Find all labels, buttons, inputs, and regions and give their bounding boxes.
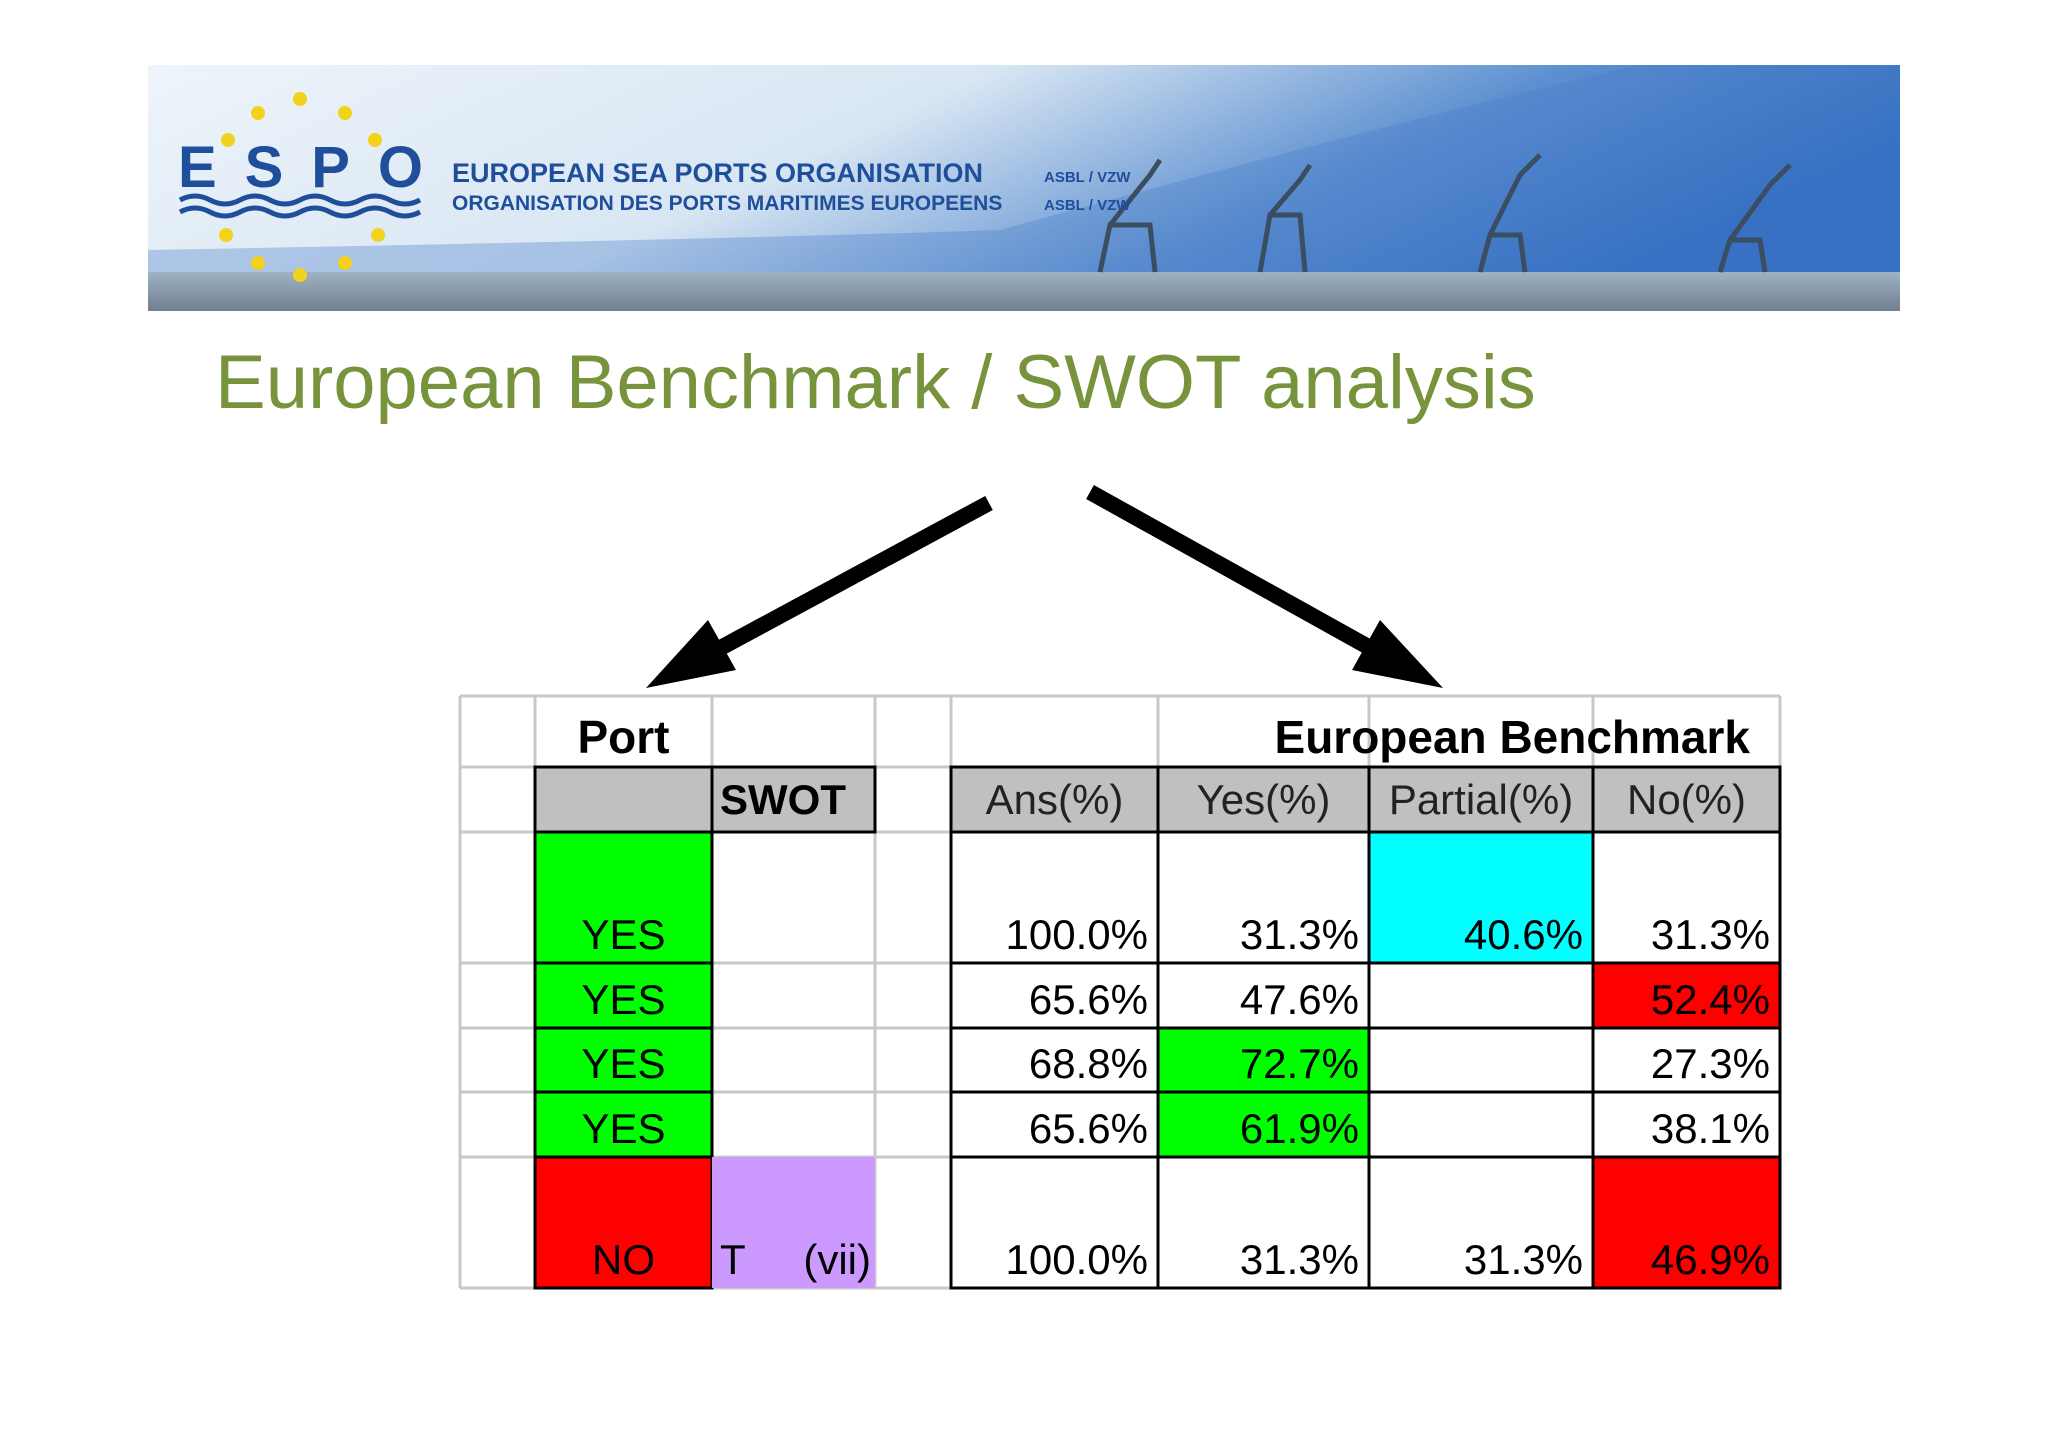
benchmark-value: 68.8% — [1029, 1040, 1148, 1087]
cell — [1591, 765, 1782, 834]
benchmark-value: 52.4% — [1651, 976, 1770, 1023]
cell — [533, 830, 714, 965]
cranes — [1097, 153, 1792, 273]
benchmark-value: 31.3% — [1240, 911, 1359, 958]
benchmark-value: 40.6% — [1464, 911, 1583, 958]
cell — [1156, 765, 1371, 834]
banner-line1: EUROPEAN SEA PORTS ORGANISATION — [452, 158, 983, 188]
cell — [1367, 1155, 1595, 1290]
arrow-left — [696, 495, 993, 667]
slide-title: European Benchmark / SWOT analysis — [215, 340, 1536, 425]
port-header: Port — [578, 711, 670, 763]
benchmark-value: 31.3% — [1651, 911, 1770, 958]
port-value: NO — [592, 1236, 655, 1283]
cell — [949, 1155, 1160, 1290]
banner: ESPO EUROPEAN SEA PORTS ORGANISATION ASB… — [148, 65, 1900, 311]
cell — [949, 961, 1160, 1030]
cell — [1156, 961, 1371, 1030]
cell — [1367, 961, 1595, 1030]
arrow-left-head — [646, 620, 736, 688]
table: Port European Benchmark SWOT Ans(%) Yes(%) Pa… — [458, 694, 1782, 1290]
cell — [1367, 765, 1595, 834]
benchmark-value: 100.0% — [1006, 1236, 1148, 1283]
port-value: YES — [581, 976, 665, 1023]
cell — [533, 765, 714, 834]
benchmark-value: 27.3% — [1651, 1040, 1770, 1087]
cell — [1591, 830, 1782, 965]
swot-header: SWOT — [720, 776, 846, 823]
benchmark-value: 31.3% — [1240, 1236, 1359, 1283]
cell — [533, 1026, 714, 1094]
banner-line2: ORGANISATION DES PORTS MARITIMES EUROPEE… — [452, 192, 1002, 215]
cell — [1591, 961, 1782, 1030]
banner-bg — [148, 65, 1900, 311]
column-header: Partial(%) — [1389, 776, 1573, 823]
logo-waves — [178, 193, 422, 219]
cell — [1156, 1155, 1371, 1290]
benchmark-value: 31.3% — [1464, 1236, 1583, 1283]
banner-line2-suffix: ASBL / VZW — [1044, 197, 1131, 214]
benchmark-value: 38.1% — [1651, 1105, 1770, 1152]
cell — [710, 765, 877, 834]
port-value: YES — [581, 1040, 665, 1087]
column-header: No(%) — [1627, 776, 1746, 823]
port-value: YES — [581, 1105, 665, 1152]
benchmark-value: 100.0% — [1006, 911, 1148, 958]
benchmark-value: 65.6% — [1029, 1105, 1148, 1152]
column-header: Ans(%) — [986, 776, 1124, 823]
cell — [1367, 1026, 1595, 1094]
port-value: YES — [581, 911, 665, 958]
cell — [949, 830, 1160, 965]
swot-value: T — [720, 1236, 746, 1283]
cell — [949, 765, 1160, 834]
benchmark-value: 65.6% — [1029, 976, 1148, 1023]
cell — [533, 1090, 714, 1159]
banner-wave — [148, 65, 1900, 311]
benchmark-value: 61.9% — [1240, 1105, 1359, 1152]
swot-cell — [712, 1157, 875, 1288]
arrows — [646, 485, 1443, 688]
column-header: Yes(%) — [1197, 776, 1331, 823]
benchmark-value: 47.6% — [1240, 976, 1359, 1023]
swot-value: (vii) — [803, 1236, 871, 1283]
cell — [1367, 1090, 1595, 1159]
benchmark-value: 46.9% — [1651, 1236, 1770, 1283]
benchmark-header: European Benchmark — [1275, 711, 1751, 763]
benchmark-value: 72.7% — [1240, 1040, 1359, 1087]
arrow-right — [1086, 485, 1394, 666]
cell — [1591, 1155, 1782, 1290]
banner-line1-suffix: ASBL / VZW — [1044, 169, 1131, 186]
stars — [219, 92, 385, 282]
banner-ground — [148, 272, 1900, 311]
cell — [1156, 830, 1371, 965]
arrow-right-head — [1352, 620, 1443, 688]
